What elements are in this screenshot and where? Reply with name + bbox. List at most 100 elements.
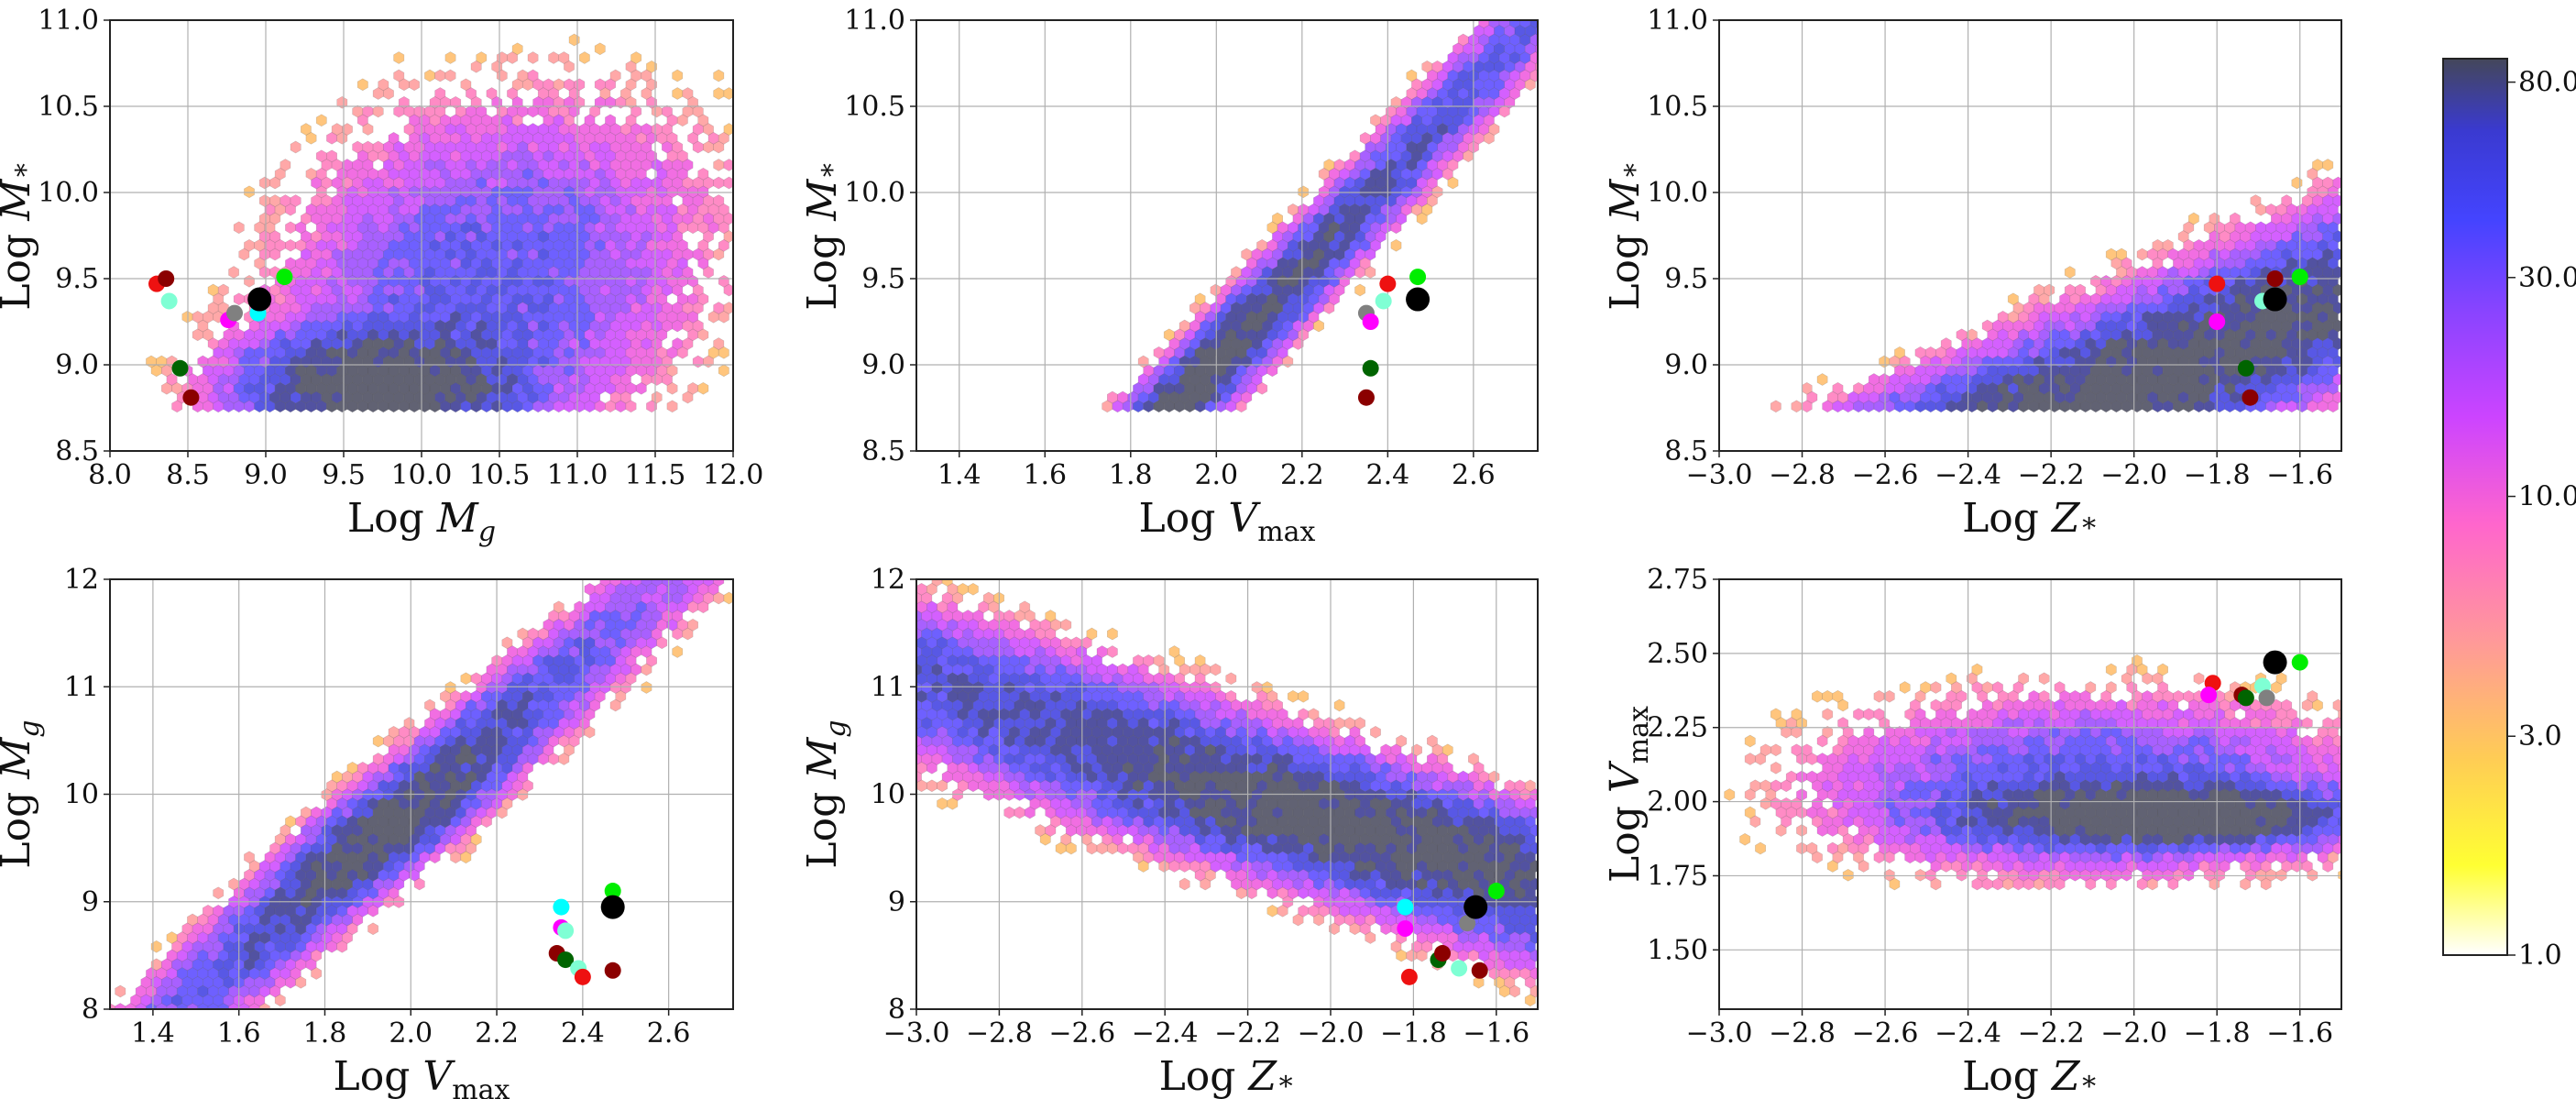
y-tick-label: 10.0 <box>844 177 905 209</box>
galaxy-point <box>2209 276 2225 292</box>
hexbin-cell <box>332 124 342 136</box>
hexbin-cell <box>1869 374 1879 386</box>
galaxy-point <box>601 896 625 919</box>
galaxy-point <box>161 292 178 309</box>
hexbin-cell <box>424 699 434 711</box>
hexbin-cell <box>373 105 383 117</box>
hexbin-cell <box>1982 320 1992 332</box>
hexbin-cell <box>234 222 244 234</box>
hexbin-cell <box>693 356 703 368</box>
hexbin-cell <box>487 88 497 100</box>
y-tick-label: 10.5 <box>1647 91 1708 123</box>
y-axis-label: Log M∗ <box>0 160 39 310</box>
hexbin-cell <box>528 628 538 640</box>
hexbin-cell <box>714 338 724 350</box>
hexbin-cell <box>2230 213 2240 225</box>
hexbin-cell <box>1520 16 1530 28</box>
hexbin-cell <box>1242 699 1252 711</box>
x-tick-label: 12.0 <box>703 459 764 491</box>
x-tick-label: −2.2 <box>2018 459 2085 491</box>
hexbin-cell <box>2065 284 2075 296</box>
hexbin-cell <box>1530 16 1540 28</box>
hexbin-cell <box>461 673 471 685</box>
galaxy-point <box>182 390 199 406</box>
galaxy-point <box>1379 276 1396 292</box>
hexbin-cell <box>312 807 322 819</box>
hexbin-density <box>1102 16 1551 412</box>
hexbin-cell <box>1138 356 1148 368</box>
hexbin-cell <box>259 177 269 189</box>
y-tick-label: 8.5 <box>55 435 99 467</box>
hexbin-cell <box>368 923 378 935</box>
hexbin-cell <box>1344 718 1354 730</box>
x-tick-label: 2.4 <box>1365 459 1409 491</box>
hexbin-cell <box>280 195 290 207</box>
hexbin-cell <box>1458 771 1468 783</box>
x-tick-label: −2.6 <box>1852 459 1919 491</box>
galaxy-point <box>2292 269 2308 285</box>
hexbin-cell <box>1211 284 1221 296</box>
hexbin-cell <box>1880 374 1890 386</box>
hexbin-cell <box>1324 718 1334 730</box>
hexbin-cell <box>714 70 724 82</box>
hexbin-cell <box>208 284 218 296</box>
hexbin-cell <box>115 985 126 997</box>
x-axis-label: Log Mg <box>347 495 496 548</box>
hexbin-density <box>1770 159 2343 412</box>
x-tick-label: −2.4 <box>1935 459 2001 491</box>
hexbin-cell <box>435 88 445 100</box>
y-tick-label: 9.5 <box>55 263 99 295</box>
hexbin-cell <box>445 682 455 694</box>
hexbin-cell <box>1118 391 1128 403</box>
hexbin-cell <box>146 356 156 368</box>
hexbin-cell <box>1880 356 1890 368</box>
hexbin-cell <box>477 52 487 64</box>
y-tick-label: 10 <box>64 779 99 811</box>
hexbin-cell <box>1107 391 1117 403</box>
hexbin-cell <box>2188 213 2198 225</box>
x-tick-label: 1.4 <box>131 1017 175 1050</box>
galaxy-point <box>247 288 271 312</box>
hexbin-cell <box>698 382 708 394</box>
hexbin-cell <box>1941 338 1951 350</box>
hexbin-cell <box>244 186 254 198</box>
hexbin-cell <box>1231 267 1241 279</box>
hexbin-cell <box>714 88 724 100</box>
hexbin-cell <box>714 177 724 189</box>
x-tick-label: −2.0 <box>2100 459 2167 491</box>
hexbin-cell <box>497 52 507 64</box>
x-tick-label: 11.5 <box>625 459 686 491</box>
galaxy-point <box>1409 269 1426 285</box>
x-tick-label: 10.0 <box>391 459 453 491</box>
x-tick-label: 2.0 <box>389 1017 433 1050</box>
hexbin-cell <box>353 105 363 117</box>
hexbin-cell <box>316 115 326 126</box>
hexbin-cell <box>1817 374 1827 386</box>
hexbin-cell <box>1288 690 1298 702</box>
hexbin-cell <box>683 88 693 100</box>
hexbin-cell <box>244 275 254 287</box>
hexbin-cell <box>2209 213 2220 225</box>
hexbin-cell <box>1355 718 1365 730</box>
galaxy-markers <box>549 883 625 985</box>
hexbin-cell <box>641 124 652 136</box>
x-tick-label: 9.5 <box>322 459 366 491</box>
y-tick-label: 9.0 <box>861 349 905 381</box>
x-axis-label: Log Vmax <box>334 1053 510 1099</box>
x-tick-label: 1.8 <box>303 1017 347 1050</box>
hexbin-cell <box>394 70 404 82</box>
galaxy-point <box>276 269 292 285</box>
hexbin-cell <box>652 391 662 403</box>
hexbin-cell <box>641 682 652 694</box>
y-tick-label: 9 <box>82 886 99 918</box>
hexbin-cell <box>734 575 744 587</box>
x-tick-label: 1.4 <box>937 459 981 491</box>
hexbin-cell <box>1792 401 1802 412</box>
hexbin-cell <box>673 88 683 100</box>
hexbin-cell <box>218 284 228 296</box>
hexbin-cell <box>332 771 342 783</box>
hexbin-cell <box>445 70 455 82</box>
hexbin-cell <box>1397 735 1407 747</box>
hexbin-cell <box>424 70 434 82</box>
galaxy-point <box>1358 390 1375 406</box>
